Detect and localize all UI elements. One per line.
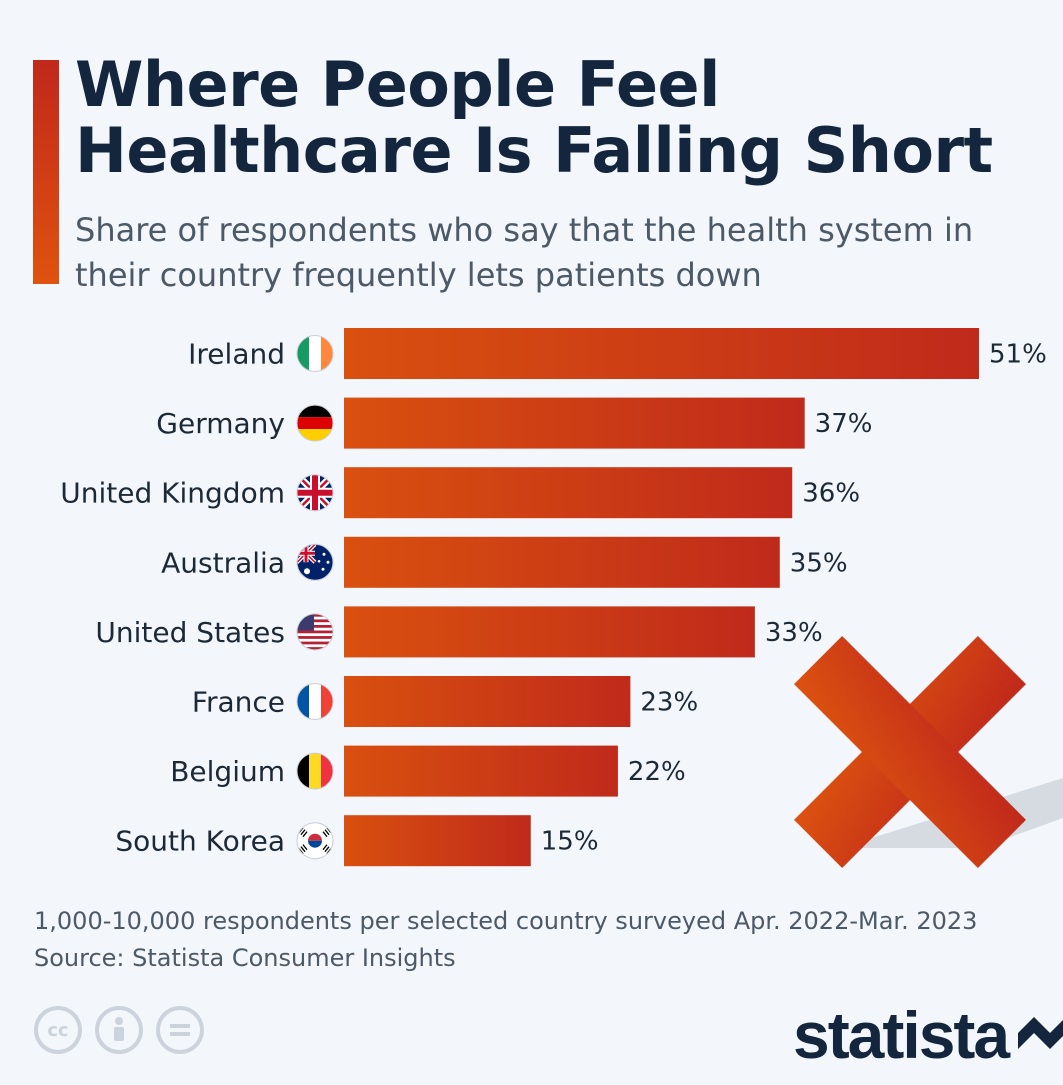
category-label: Belgium — [170, 755, 285, 788]
category-label: France — [192, 686, 285, 719]
category-label: South Korea — [115, 825, 285, 858]
category-label: United Kingdom — [60, 477, 285, 510]
category-label: Ireland — [188, 338, 285, 371]
attribution-icon[interactable] — [95, 1006, 143, 1054]
flag-ring — [296, 404, 334, 442]
value-label: 23% — [640, 688, 698, 718]
bar-ireland[interactable] — [344, 328, 979, 379]
title-accent-bar — [33, 60, 59, 284]
creative-commons-icon[interactable]: cc — [34, 1006, 82, 1054]
bar-australia[interactable] — [344, 536, 780, 588]
bar-belgium[interactable] — [344, 745, 618, 797]
page-subtitle: Share of respondents who say that the he… — [75, 211, 974, 294]
flag-ring — [296, 822, 334, 860]
bar-france[interactable] — [344, 676, 631, 727]
no-derivatives-icon[interactable] — [156, 1006, 204, 1054]
license-icons: cc — [34, 1006, 204, 1054]
chart-footnote: 1,000-10,000 respondents per selected co… — [34, 903, 977, 977]
source-note: Source: Statista Consumer Insights — [34, 944, 456, 972]
decorative-x-icon — [794, 636, 1063, 868]
value-label: 37% — [815, 409, 873, 439]
flag-ring — [296, 613, 334, 651]
value-label: 15% — [541, 827, 599, 857]
value-label: 35% — [790, 548, 848, 578]
bar-south-korea[interactable] — [344, 815, 531, 867]
flag-ring — [296, 543, 334, 581]
category-label: Australia — [161, 546, 285, 579]
flag-ring — [296, 474, 334, 512]
value-label: 22% — [628, 757, 686, 787]
flag-ring — [296, 335, 334, 372]
value-label: 51% — [989, 340, 1047, 370]
value-label: 36% — [802, 479, 860, 509]
flag-ring — [296, 752, 334, 790]
page-title: Where People Feel Healthcare Is Falling … — [75, 48, 993, 187]
statista-logo[interactable]: statista — [793, 998, 1063, 1072]
category-label: United States — [95, 616, 285, 649]
bar-united-kingdom[interactable] — [344, 467, 793, 519]
value-label: 33% — [765, 618, 823, 648]
flag-ring — [296, 683, 334, 720]
statista-logo-icon — [1018, 1017, 1063, 1049]
survey-note: 1,000-10,000 respondents per selected co… — [34, 907, 978, 935]
bar-united-states[interactable] — [344, 606, 755, 658]
category-label: Germany — [156, 407, 285, 440]
bar-germany[interactable] — [344, 397, 805, 449]
statista-logo-text: statista — [793, 998, 1010, 1072]
